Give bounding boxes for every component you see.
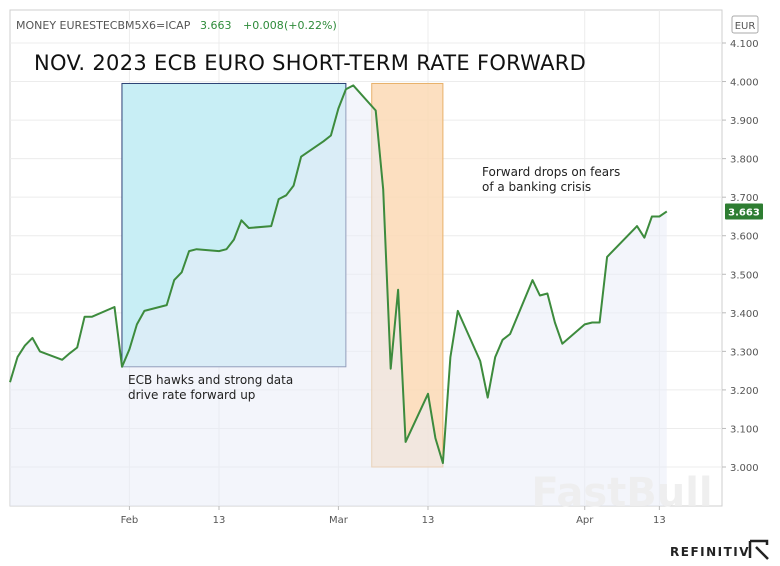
y-tick-label: 3.700 — [730, 193, 759, 204]
y-tick-label: 3.800 — [730, 155, 759, 166]
x-tick-label: Mar — [329, 515, 349, 526]
price-line — [9, 84, 668, 465]
y-tick-label: 3.400 — [730, 309, 759, 320]
chart-title: NOV. 2023 ECB EURO SHORT-TERM RATE FORWA… — [34, 51, 586, 75]
currency-box — [731, 15, 759, 34]
y-tick-label: 3.200 — [730, 386, 759, 397]
watermark: FastBull — [531, 470, 712, 516]
last-value: 3.663 — [200, 19, 232, 32]
rise-annotation-line2: drive rate forward up — [128, 388, 255, 402]
x-tick-labels: Feb 13 Mar 13 Apr 13 — [121, 506, 666, 526]
line-group — [9, 84, 668, 465]
symbol-label: MONEY EURESTECBM5X6=ICAP — [16, 19, 191, 32]
last-value-badge-bg — [725, 203, 763, 220]
y-tick-labels: 4.100 4.000 3.900 3.800 3.700 3.600 3.500 3.400… — [722, 39, 759, 474]
y-tick-label: 3.500 — [730, 270, 759, 281]
area-fill — [10, 85, 667, 507]
area-fill-group — [10, 85, 667, 507]
y-tick-label: 3.100 — [730, 424, 759, 435]
x-tick-label: 13 — [213, 515, 226, 526]
brand-label: REFINITIV — [670, 545, 750, 559]
y-tick-label: 4.100 — [730, 39, 759, 50]
y-tick-label: 4.000 — [730, 78, 759, 89]
currency-label: EUR — [735, 21, 756, 32]
x-tick-label: Apr — [576, 515, 594, 526]
drop-annotation-line2: of a banking crisis — [482, 180, 591, 194]
last-value-badge-label: 3.663 — [728, 207, 760, 218]
x-tick-label: Feb — [121, 515, 139, 526]
drop-annotation-line1: Forward drops on fears — [482, 165, 620, 179]
refinitiv-logo-icon — [748, 539, 769, 560]
change-pct: (+0.22%) — [284, 19, 337, 32]
y-tick-label: 3.600 — [730, 232, 759, 243]
change-value: +0.008 — [243, 19, 284, 32]
y-tick-label: 3.000 — [730, 463, 759, 474]
rise-annotation-line1: ECB hawks and strong data — [128, 373, 293, 387]
last-value-badge: 3.663 — [725, 203, 763, 220]
y-tick-label: 3.900 — [730, 116, 759, 127]
x-tick-label: 13 — [422, 515, 435, 526]
y-tick-label: 3.300 — [730, 347, 759, 358]
x-tick-label: 13 — [653, 515, 666, 526]
